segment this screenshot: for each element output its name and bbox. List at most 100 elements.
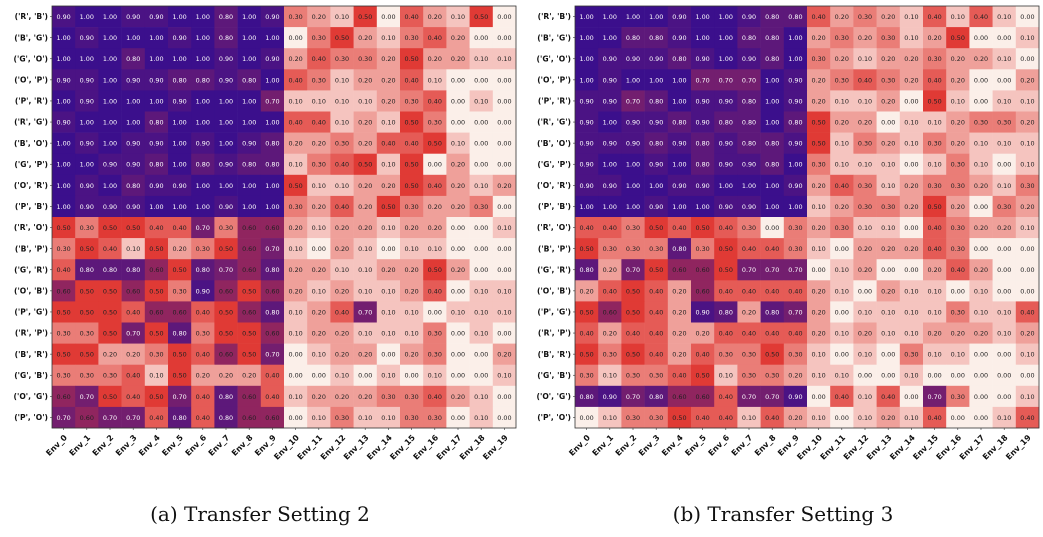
heatmap-cell [168, 280, 192, 302]
heatmap-cell [807, 174, 831, 197]
cell-value-label: 0.50 [719, 266, 733, 274]
cell-value-label: 0.10 [497, 55, 511, 63]
heatmap-cell [807, 259, 831, 281]
heatmap-cell [575, 48, 599, 70]
cell-value-label: 0.10 [904, 34, 918, 42]
cell-value-label: 1.00 [80, 55, 94, 63]
heatmap-cell [621, 343, 645, 365]
heatmap-cell [330, 259, 354, 281]
cell-value-label: 0.50 [103, 224, 117, 232]
cell-value-label: 0.90 [80, 140, 94, 148]
heatmap-cell [737, 111, 761, 133]
cell-value-label: 0.20 [811, 34, 825, 42]
cell-value-label: 0.20 [1020, 329, 1034, 337]
cell-value-label: 0.40 [765, 287, 779, 295]
cell-value-label: 0.90 [80, 34, 94, 42]
cell-value-label: 1.00 [719, 182, 733, 190]
cell-value-label: 0.90 [788, 182, 802, 190]
row-label: ('G', 'O') [14, 54, 48, 63]
heatmap-cell [737, 322, 761, 344]
heatmap-cell [714, 238, 738, 260]
heatmap-cell [307, 195, 331, 218]
cell-value-label: 0.70 [742, 266, 756, 274]
heatmap-cell [899, 301, 924, 323]
cell-value-label: 1.00 [265, 118, 279, 126]
heatmap-cell [121, 48, 146, 70]
cell-value-label: 0.10 [881, 224, 895, 232]
cell-value-label: 0.70 [742, 76, 756, 84]
cell-value-label: 0.00 [927, 372, 941, 380]
heatmap-cell [644, 27, 669, 49]
cell-value-label: 0.20 [881, 97, 895, 105]
heatmap-cell [98, 322, 122, 344]
cell-value-label: 0.90 [149, 13, 163, 21]
cell-value-label: 0.90 [219, 203, 233, 211]
heatmap-cell [52, 195, 76, 218]
row-label: ('P', 'B') [15, 202, 48, 211]
heatmap-cell [923, 27, 947, 49]
column-label: Env_2 [91, 433, 116, 458]
cell-value-label: 0.20 [172, 245, 186, 253]
cell-value-label: 0.30 [858, 203, 872, 211]
cell-value-label: 0.80 [649, 97, 663, 105]
heatmap-cell [191, 322, 215, 344]
heatmap-cell [853, 174, 877, 197]
cell-value-label: 1.00 [788, 203, 802, 211]
heatmap-cell [284, 385, 308, 408]
heatmap-cell [644, 217, 669, 239]
cell-value-label: 0.20 [881, 414, 895, 422]
cell-value-label: 0.80 [649, 34, 663, 42]
cell-value-label: 0.60 [603, 308, 617, 316]
cell-value-label: 0.00 [451, 329, 465, 337]
cell-value-label: 0.90 [719, 161, 733, 169]
cell-value-label: 0.30 [579, 372, 593, 380]
heatmap-cell [969, 69, 993, 91]
cell-value-label: 0.50 [103, 393, 117, 401]
cell-value-label: 0.40 [719, 287, 733, 295]
heatmap-cell [144, 174, 169, 197]
heatmap-cell [876, 48, 901, 70]
cell-value-label: 0.50 [80, 308, 94, 316]
cell-value-label: 1.00 [626, 203, 640, 211]
cell-value-label: 0.10 [428, 372, 442, 380]
heatmap-cell [191, 48, 215, 70]
heatmap-cell [876, 69, 901, 91]
cell-value-label: 1.00 [219, 182, 233, 190]
heatmap-cell [307, 27, 331, 49]
cell-value-label: 0.60 [242, 266, 256, 274]
heatmap-cell [353, 195, 378, 218]
heatmap-cell [807, 48, 831, 70]
cell-value-label: 0.50 [56, 308, 70, 316]
heatmap-cell [1015, 301, 1040, 323]
heatmap-cell [446, 111, 470, 133]
cell-value-label: 0.30 [649, 372, 663, 380]
cell-value-label: 0.20 [858, 266, 872, 274]
heatmap-cell [144, 301, 169, 323]
heatmap-cell [52, 27, 76, 49]
cell-value-label: 0.30 [997, 203, 1011, 211]
cell-value-label: 0.50 [626, 351, 640, 359]
cell-value-label: 0.10 [927, 161, 941, 169]
cell-value-label: 0.50 [765, 351, 779, 359]
cell-value-label: 0.30 [196, 245, 210, 253]
cell-value-label: 1.00 [742, 182, 756, 190]
heatmap-cell [144, 364, 169, 387]
cell-value-label: 0.20 [904, 55, 918, 63]
cell-value-label: 0.20 [904, 76, 918, 84]
cell-value-label: 0.10 [381, 161, 395, 169]
heatmap-cell [98, 238, 122, 260]
heatmap-cell [237, 174, 262, 197]
heatmap-cell [121, 27, 146, 49]
heatmap-cell [644, 238, 669, 260]
row-label: ('P', 'O') [537, 413, 571, 422]
heatmap-cell [853, 48, 877, 70]
cell-value-label: 0.00 [497, 140, 511, 148]
heatmap-cell [807, 90, 831, 112]
cell-value-label: 1.00 [265, 34, 279, 42]
cell-value-label: 0.90 [265, 13, 279, 21]
heatmap-cell [598, 132, 622, 154]
heatmap-cell [644, 195, 669, 218]
cell-value-label: 0.20 [974, 266, 988, 274]
heatmap-cell [876, 259, 901, 281]
cell-value-label: 1.00 [626, 161, 640, 169]
